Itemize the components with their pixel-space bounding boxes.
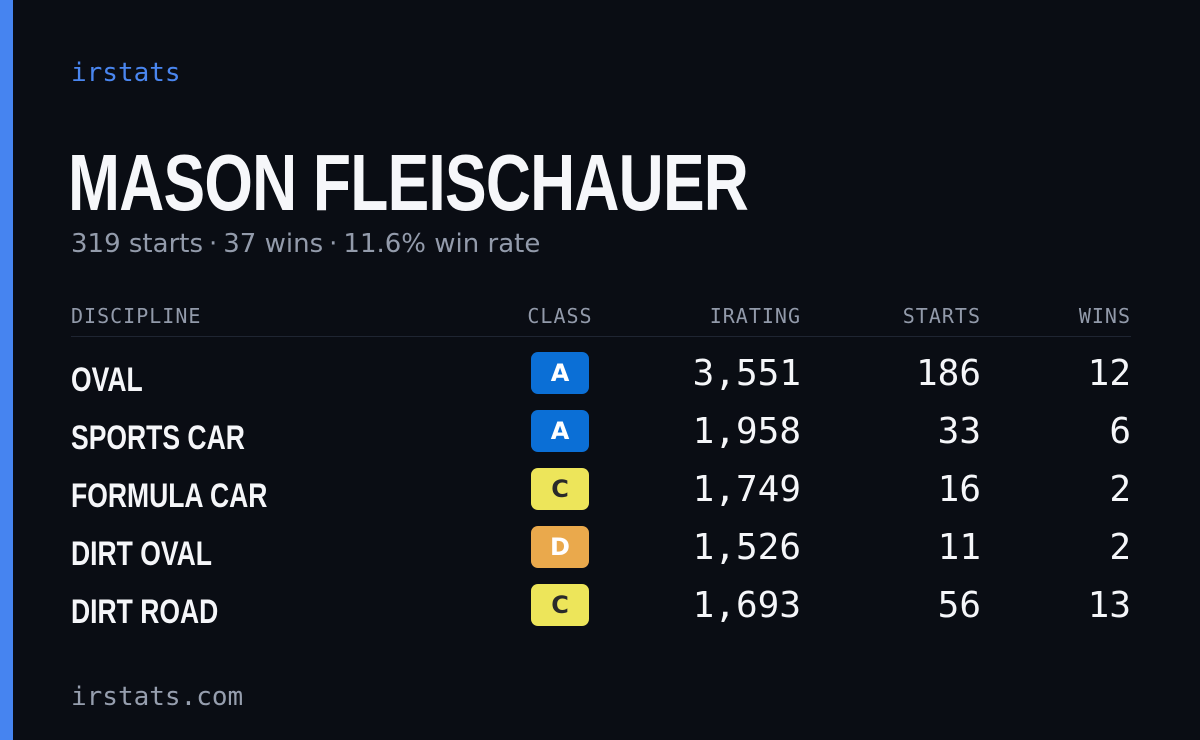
- table-row: DIRT OVAL D 1,526 11 2: [71, 518, 1131, 576]
- accent-bar: [0, 0, 13, 740]
- starts-value: 16: [937, 468, 981, 510]
- header-discipline: DISCIPLINE: [71, 296, 489, 337]
- stats-table: DISCIPLINE CLASS IRATING STARTS WINS OVA…: [71, 296, 1131, 634]
- class-cell: A: [489, 336, 631, 402]
- table-row: DIRT ROAD C 1,693 56 13: [71, 576, 1131, 634]
- irating-value: 1,749: [692, 468, 801, 510]
- class-badge: C: [531, 584, 589, 626]
- table-row: FORMULA CAR C 1,749 16 2: [71, 460, 1131, 518]
- discipline-cell: DIRT ROAD: [71, 576, 489, 634]
- discipline-cell: SPORTS CAR: [71, 402, 489, 460]
- header-class: CLASS: [489, 296, 631, 337]
- class-cell: C: [489, 460, 631, 518]
- discipline-cell: OVAL: [71, 336, 489, 402]
- class-cell: C: [489, 576, 631, 634]
- irating-value: 1,693: [692, 584, 801, 626]
- summary-starts: 319 starts: [71, 229, 203, 259]
- irating-value: 1,526: [692, 526, 801, 568]
- discipline-name: OVAL: [71, 360, 143, 399]
- class-badge: D: [531, 526, 589, 568]
- discipline-name: FORMULA CAR: [71, 476, 268, 515]
- wins-value: 2: [1109, 526, 1131, 568]
- irating-value: 3,551: [692, 352, 801, 394]
- wins-value: 6: [1109, 410, 1131, 452]
- discipline-name: DIRT OVAL: [71, 534, 212, 573]
- class-cell: A: [489, 402, 631, 460]
- driver-summary: 319 starts · 37 wins · 11.6% win rate: [71, 229, 540, 259]
- starts-value: 11: [937, 526, 981, 568]
- class-badge: A: [531, 352, 589, 395]
- summary-separator: ·: [209, 229, 218, 259]
- wins-value: 12: [1087, 352, 1131, 394]
- starts-value: 186: [915, 352, 981, 394]
- starts-value: 33: [937, 410, 981, 452]
- discipline-cell: DIRT OVAL: [71, 518, 489, 576]
- header-irating: IRATING: [631, 296, 801, 337]
- irating-value: 1,958: [692, 410, 801, 452]
- summary-win-rate: 11.6% win rate: [343, 229, 541, 259]
- header-wins: WINS: [981, 296, 1131, 337]
- class-badge: A: [531, 410, 589, 452]
- class-cell: D: [489, 518, 631, 576]
- table-header-row: DISCIPLINE CLASS IRATING STARTS WINS: [71, 296, 1131, 337]
- discipline-name: DIRT ROAD: [71, 592, 219, 631]
- wins-value: 13: [1087, 584, 1131, 626]
- starts-value: 56: [937, 584, 981, 626]
- footer-url[interactable]: irstats.com: [71, 682, 244, 712]
- discipline-name: SPORTS CAR: [71, 418, 245, 457]
- header-starts: STARTS: [801, 296, 981, 337]
- table-row: SPORTS CAR A 1,958 33 6: [71, 402, 1131, 460]
- class-badge: C: [531, 468, 589, 510]
- discipline-cell: FORMULA CAR: [71, 460, 489, 518]
- summary-wins: 37 wins: [223, 229, 324, 259]
- summary-separator: ·: [329, 229, 338, 259]
- table-row: OVAL A 3,551 186 12: [71, 336, 1131, 402]
- brand-logo[interactable]: irstats: [71, 58, 181, 88]
- wins-value: 2: [1109, 468, 1131, 510]
- driver-name: MASON FLEISCHAUER: [68, 138, 749, 227]
